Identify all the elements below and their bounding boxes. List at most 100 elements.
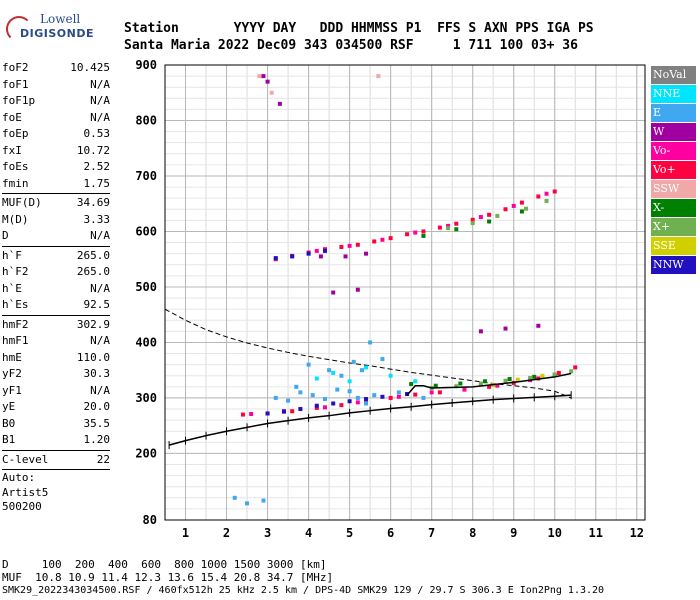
data-point bbox=[503, 207, 508, 212]
data-point bbox=[552, 372, 557, 377]
param-row: foF1p N/A bbox=[2, 93, 110, 110]
data-point bbox=[261, 74, 266, 79]
param-name: MUF(D) bbox=[2, 196, 42, 209]
data-point bbox=[437, 225, 442, 230]
legend-item: SSW bbox=[651, 180, 696, 198]
param-name: hmF2 bbox=[2, 317, 29, 331]
footer-info: D 100 200 400 600 800 1000 1500 3000 [km… bbox=[2, 558, 604, 597]
data-point bbox=[388, 373, 393, 378]
param-row: yF1 N/A bbox=[2, 383, 110, 400]
data-point bbox=[421, 233, 426, 238]
data-point bbox=[515, 377, 520, 382]
x-tick-label: 7 bbox=[428, 526, 435, 540]
param-name: h`F2 bbox=[2, 265, 29, 278]
legend-item: Vo- bbox=[651, 142, 696, 160]
station-header: Station YYYY DAY DDD HHMMSS P1 FFS S AXN… bbox=[124, 20, 594, 54]
data-point bbox=[495, 213, 500, 218]
data-point bbox=[286, 398, 291, 403]
data-point bbox=[265, 411, 270, 416]
param-value: N/A bbox=[90, 94, 110, 107]
data-point bbox=[298, 407, 303, 412]
data-point bbox=[339, 245, 344, 249]
param-name: yF1 bbox=[2, 383, 22, 397]
data-point bbox=[314, 403, 319, 408]
data-point bbox=[519, 209, 524, 214]
dashed-profile-line bbox=[164, 308, 572, 399]
param-row: h`E N/A bbox=[2, 281, 110, 298]
data-point bbox=[277, 101, 282, 106]
data-point bbox=[454, 384, 459, 389]
data-point bbox=[294, 384, 299, 389]
data-point bbox=[290, 409, 295, 414]
param-name: foF1p bbox=[2, 94, 36, 107]
data-point bbox=[388, 236, 393, 241]
param-row: yF2 30.3 bbox=[2, 366, 110, 383]
data-point bbox=[249, 412, 254, 417]
param-row: h`F2 265.0 bbox=[2, 264, 110, 281]
data-point bbox=[265, 79, 270, 84]
data-point bbox=[306, 362, 311, 367]
data-point bbox=[487, 219, 492, 224]
data-point bbox=[413, 392, 418, 397]
data-point bbox=[310, 393, 315, 398]
param-value: 2.52 bbox=[83, 160, 111, 173]
param-row: foEp 0.53 bbox=[2, 126, 110, 143]
param-name: fmin bbox=[2, 176, 29, 190]
distance-line: D 100 200 400 600 800 1000 1500 3000 [km… bbox=[2, 558, 327, 571]
data-point bbox=[405, 232, 410, 237]
data-point bbox=[323, 248, 327, 253]
data-point bbox=[376, 74, 381, 79]
param-row: foE N/A bbox=[2, 110, 110, 127]
data-point bbox=[454, 227, 459, 232]
param-name: B0 bbox=[2, 416, 16, 430]
param-value: 265.0 bbox=[76, 265, 110, 278]
data-point bbox=[359, 368, 364, 373]
data-point bbox=[347, 379, 352, 384]
param-value: 265.0 bbox=[76, 248, 110, 262]
param-value: 302.9 bbox=[76, 317, 110, 331]
param-name: C-level bbox=[2, 452, 49, 466]
data-point bbox=[536, 194, 541, 199]
logo-line-1: Lowell bbox=[40, 12, 81, 26]
data-point bbox=[421, 229, 426, 234]
data-point bbox=[314, 248, 319, 253]
solid-trace-line bbox=[406, 372, 572, 396]
data-point bbox=[458, 381, 463, 386]
param-row: hmF1 N/A bbox=[2, 333, 110, 350]
x-tick-label: 6 bbox=[387, 526, 394, 540]
data-point bbox=[409, 382, 414, 387]
header-values: Santa Maria 2022 Dec09 343 034500 RSF 1 … bbox=[124, 38, 578, 53]
param-row: hmE 110.0 bbox=[2, 350, 110, 367]
param-name: hmE bbox=[2, 350, 22, 364]
param-value: 0.53 bbox=[83, 127, 111, 140]
header-labels: Station YYYY DAY DDD HHMMSS P1 FFS S AXN… bbox=[124, 21, 594, 36]
data-point bbox=[413, 230, 418, 235]
data-point bbox=[573, 365, 578, 370]
data-point bbox=[556, 370, 561, 375]
param-name: foF2 bbox=[2, 61, 29, 74]
data-point bbox=[314, 405, 319, 410]
data-point bbox=[290, 254, 295, 259]
data-point bbox=[347, 399, 352, 404]
param-name: fxI bbox=[2, 143, 22, 157]
data-point bbox=[327, 368, 332, 373]
data-point bbox=[339, 403, 344, 408]
data-point bbox=[503, 326, 508, 331]
data-point bbox=[483, 379, 487, 384]
data-point bbox=[569, 369, 574, 374]
data-point bbox=[364, 399, 369, 404]
param-row: B1 1.20 bbox=[2, 432, 110, 449]
param-name: hmF1 bbox=[2, 334, 29, 347]
param-name: M(D) bbox=[2, 212, 29, 226]
param-separator bbox=[2, 245, 110, 247]
scaled-parameters-panel: foF2 10.425 foF1 N/A foF1p N/A foE N/A foEp 0.53 f… bbox=[2, 60, 110, 515]
data-point bbox=[421, 395, 426, 400]
data-point bbox=[544, 198, 549, 203]
data-point bbox=[503, 378, 508, 383]
param-row: MUF(D) 34.69 bbox=[2, 195, 110, 212]
data-point bbox=[519, 200, 524, 205]
data-point bbox=[335, 387, 340, 392]
data-point bbox=[323, 405, 327, 410]
param-value: 30.3 bbox=[83, 367, 111, 380]
